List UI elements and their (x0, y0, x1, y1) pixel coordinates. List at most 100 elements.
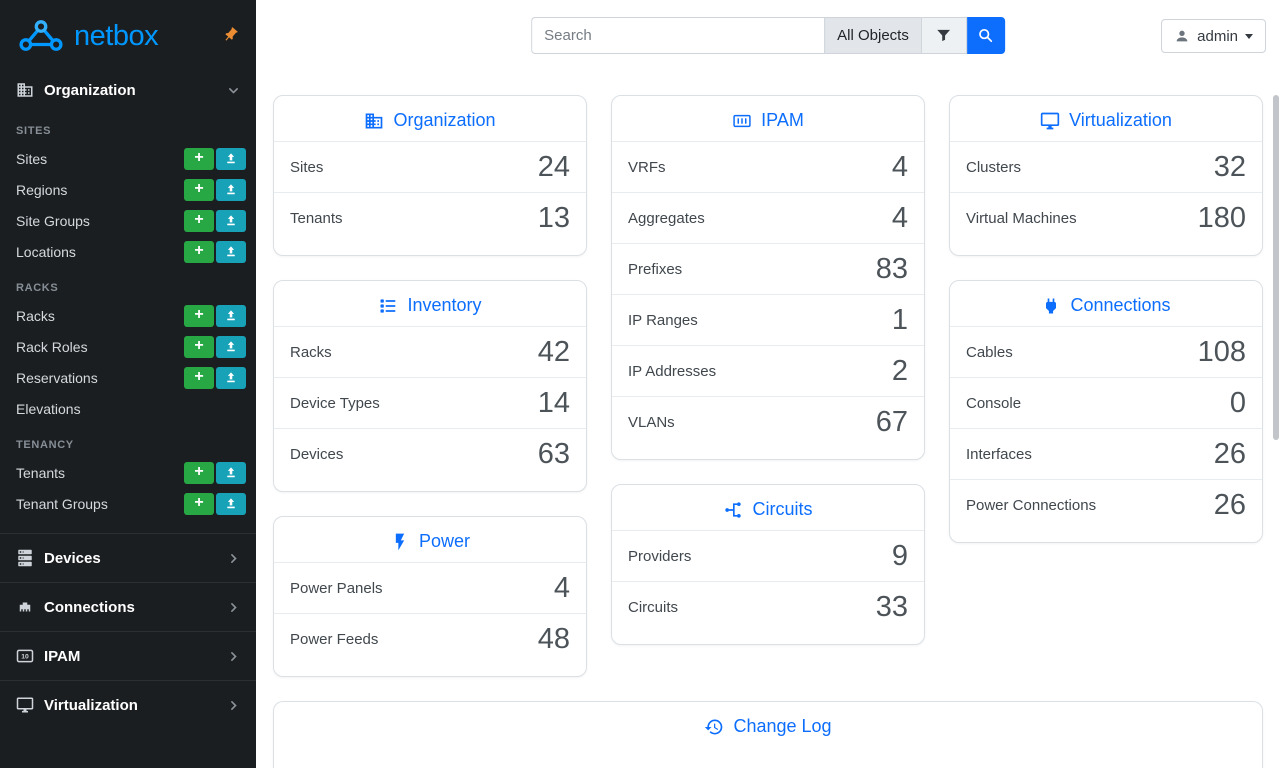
sidebar-group-header-racks: RACKS (16, 282, 59, 294)
add-button[interactable]: + (184, 335, 214, 358)
stat-row: VRFs 4 (612, 141, 924, 192)
stat-value: 26 (1213, 437, 1246, 470)
stat-label: Racks (290, 343, 332, 361)
history-icon (705, 719, 723, 734)
stat-value: 42 (537, 335, 570, 368)
sidebar-item-tenant-groups[interactable]: Tenant Groups + (0, 488, 256, 519)
sidebar-section-virtualization[interactable]: Virtualization (0, 680, 256, 729)
sidebar-item-label: Elevations (16, 400, 81, 417)
plus-icon: + (194, 494, 204, 511)
sidebar-item-rack-roles[interactable]: Rack Roles + (0, 331, 256, 362)
sidebar-item-sites[interactable]: Sites + (0, 143, 256, 174)
server-stack-icon (16, 549, 34, 567)
sidebar-item-elevations[interactable]: Elevations (0, 393, 256, 424)
card-title: IPAM (612, 96, 924, 141)
sidebar-section-label: Devices (44, 549, 101, 567)
import-button[interactable] (216, 304, 246, 327)
user-menu-button[interactable]: admin (1161, 19, 1266, 53)
stat-row: Circuits 33 (612, 581, 924, 632)
pin-sidebar-button[interactable] (214, 20, 246, 52)
stat-label: IP Ranges (628, 311, 698, 329)
add-button[interactable]: + (184, 304, 214, 327)
scrollbar-thumb[interactable] (1273, 95, 1279, 440)
stat-value: 32 (1213, 150, 1246, 183)
sidebar-section-ipam[interactable]: 10 IPAM (0, 631, 256, 680)
plus-icon: + (194, 180, 204, 197)
card-title: Change Log (274, 702, 1262, 747)
stat-value: 4 (891, 150, 908, 183)
stat-label: Aggregates (628, 209, 705, 227)
add-button[interactable]: + (184, 240, 214, 263)
add-button[interactable]: + (184, 209, 214, 232)
upload-icon (227, 214, 235, 225)
card-virtualization: Virtualization Clusters 32 Virtual Machi… (949, 95, 1263, 256)
upload-icon (227, 340, 235, 351)
item-actions: + (184, 209, 246, 232)
import-button[interactable] (216, 147, 246, 170)
sidebar-item-regions[interactable]: Regions + (0, 174, 256, 205)
sidebar-section-organization[interactable]: Organization (0, 70, 256, 110)
sidebar-item-tenants[interactable]: Tenants + (0, 457, 256, 488)
add-button[interactable]: + (184, 178, 214, 201)
card-title-text: Circuits (752, 499, 813, 519)
stat-row: Power Panels 4 (274, 562, 586, 613)
stat-row: Power Connections 26 (950, 479, 1262, 530)
chevron-right-icon (227, 699, 240, 712)
plus-icon: + (194, 463, 204, 480)
sidebar-collapsed-sections: Devices Connections 10 IPAM (0, 533, 256, 729)
ethernet-icon (16, 598, 34, 616)
stat-value: 4 (553, 571, 570, 604)
stat-row: Interfaces 26 (950, 428, 1262, 479)
stat-value: 14 (537, 386, 570, 419)
sidebar-item-label: Racks (16, 307, 55, 324)
import-button[interactable] (216, 240, 246, 263)
add-button[interactable]: + (184, 492, 214, 515)
stat-row: Console 0 (950, 377, 1262, 428)
add-button[interactable]: + (184, 366, 214, 389)
import-button[interactable] (216, 366, 246, 389)
sidebar-item-racks[interactable]: Racks + (0, 300, 256, 331)
add-button[interactable]: + (184, 147, 214, 170)
item-actions: + (184, 492, 246, 515)
sidebar-section-label: IPAM (44, 647, 81, 665)
sidebar-item-label: Tenant Groups (16, 495, 108, 512)
netbox-logo[interactable]: netbox (16, 18, 159, 54)
stat-row: Providers 9 (612, 530, 924, 581)
stat-value: 48 (537, 622, 570, 655)
card-title-text: IPAM (761, 110, 804, 130)
upload-icon (227, 183, 235, 194)
add-button[interactable]: + (184, 461, 214, 484)
import-button[interactable] (216, 335, 246, 358)
import-button[interactable] (216, 178, 246, 201)
sidebar-section-connections[interactable]: Connections (0, 582, 256, 631)
sidebar-group-header-tenancy: TENANCY (16, 439, 74, 451)
sidebar-section-devices[interactable]: Devices (0, 533, 256, 582)
search-icon (979, 28, 993, 43)
search-submit-button[interactable] (966, 17, 1005, 54)
filter-button[interactable] (921, 17, 967, 54)
counter-icon: 10 (16, 647, 34, 665)
stat-label: Circuits (628, 598, 679, 616)
card-connections: Connections Cables 108 Console 0 Interfa… (949, 280, 1263, 543)
import-button[interactable] (216, 209, 246, 232)
import-button[interactable] (216, 492, 246, 515)
logo-text: netbox (74, 19, 159, 52)
sidebar-section-label: Organization (44, 81, 136, 99)
upload-icon (227, 245, 235, 256)
monitor-icon (1040, 112, 1060, 129)
filter-icon (937, 29, 951, 42)
sidebar-item-site-groups[interactable]: Site Groups + (0, 205, 256, 236)
sidebar-section-label: Connections (44, 598, 135, 616)
sidebar-header: netbox (0, 0, 256, 70)
card-title-text: Inventory (407, 295, 482, 315)
search-input[interactable] (531, 17, 825, 54)
card-column-3: Virtualization Clusters 32 Virtual Machi… (949, 95, 1263, 543)
card-title-text: Connections (1070, 295, 1171, 315)
stat-row: Device Types 14 (274, 377, 586, 428)
stat-row: Aggregates 4 (612, 192, 924, 243)
sidebar-item-locations[interactable]: Locations + (0, 236, 256, 267)
sidebar-item-reservations[interactable]: Reservations + (0, 362, 256, 393)
card-title-text: Organization (393, 110, 496, 130)
import-button[interactable] (216, 461, 246, 484)
object-type-dropdown[interactable]: All Objects (824, 17, 922, 54)
